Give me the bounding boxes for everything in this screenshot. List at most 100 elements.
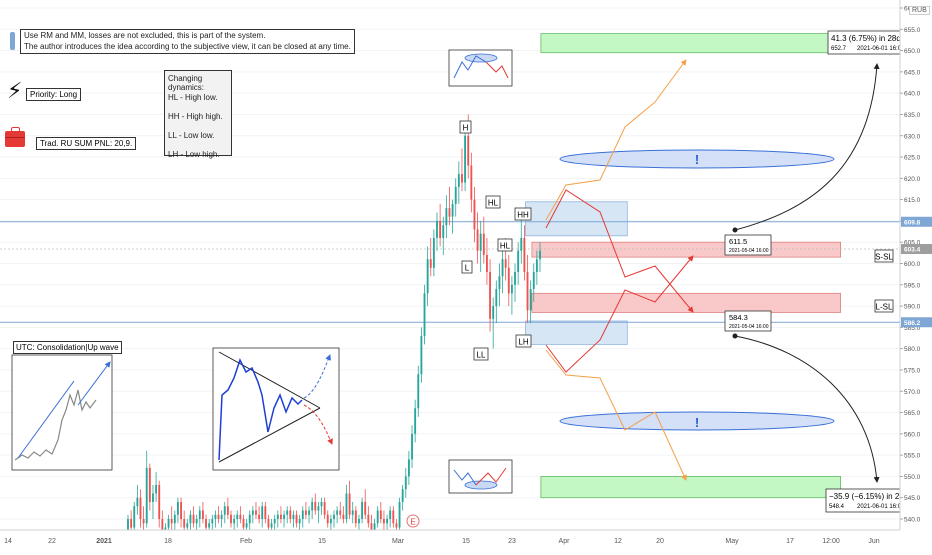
zone-entry [525,320,628,345]
candle [292,510,295,528]
candle [470,152,473,213]
info-bar-icon [10,32,15,50]
candle [426,246,429,307]
candle [311,497,314,519]
dynamics-item-hl: HL - High low. [168,93,218,102]
candle [211,514,214,530]
candle [239,506,242,524]
candle [173,510,176,530]
candle [383,510,385,530]
candle [248,510,251,530]
candle [186,519,189,530]
dynamics-box: Changing dynamics: HL - High low. HH - H… [164,70,232,159]
candle [326,510,329,528]
candle [439,203,442,247]
svg-text:HL: HL [488,199,499,208]
measure-box-down-anchor: 584.3 2021-05-04 16:00 [724,310,772,332]
earnings-marker[interactable]: E [406,514,420,528]
candle [423,284,426,345]
zone-label-s-sl: S-SL [874,249,893,263]
candle [411,425,413,468]
y-tick-label: 570.0 [904,389,921,396]
x-tick-label: 2021 [96,538,112,545]
candle [220,510,223,528]
candle [317,501,320,524]
candle [535,250,538,285]
candle [164,523,167,530]
candle [320,497,323,515]
briefcase-icon [5,127,25,147]
candle [314,493,317,515]
candle [236,510,239,528]
candle [152,484,154,519]
candle [242,514,245,530]
y-tick-label: 615.0 [904,197,921,204]
pnl-label: Trad. RU SUM PNL: 20,9. [36,137,137,150]
candle [170,506,173,530]
zone-target [540,476,842,499]
candle [354,506,357,528]
svg-text:LH: LH [518,338,528,347]
svg-text:HH: HH [517,211,529,220]
candle [258,506,261,524]
candle [183,510,186,530]
currency-label: RUB [909,6,930,15]
candle [517,242,520,285]
measure-anchor-down [732,333,738,339]
y-tick-label: 635.0 [904,112,921,119]
candle [130,510,133,530]
svg-text:−35.9 (−6.15%) in 28d: −35.9 (−6.15%) in 28d [829,492,908,501]
y-tick-label: 640.0 [904,91,921,98]
wave-label-hh: HH [514,207,532,221]
dynamics-item-ll: LL - Low low. [168,131,215,140]
svg-text:41.3 (6.75%) in 28d: 41.3 (6.75%) in 28d [831,34,901,43]
svg-text:2021-05-04 16:00: 2021-05-04 16:00 [729,324,769,330]
candle [345,484,348,524]
candle [167,514,170,530]
svg-text:2021-06-01 16:00: 2021-06-01 16:00 [857,504,905,510]
candle [233,514,236,530]
candle [414,399,417,443]
candle [379,501,382,524]
svg-text:609.8: 609.8 [904,219,921,226]
y-axis-bg [900,0,932,550]
y-tick-label: 545.0 [904,495,921,502]
candle [192,506,195,528]
candle [189,510,192,530]
candle [308,506,310,524]
scenario-orange-up [545,59,687,221]
x-tick-label: 14 [4,538,12,545]
y-tick-label: 575.0 [904,367,921,374]
candle [501,246,504,294]
candle [158,480,161,528]
note-line-2: The author introduces the idea according… [24,41,351,51]
dynamics-item-hh: HH - High high. [168,112,223,121]
candle [267,514,270,530]
candle [489,259,491,332]
candle [404,467,407,498]
wave-label-h: H [459,120,472,134]
candle [457,161,460,204]
zone-entry [525,201,628,237]
candle [298,514,301,530]
y-tick-label: 580.0 [904,346,921,353]
y-tick-label: 585.0 [904,325,921,332]
y-tick-label: 645.0 [904,69,921,76]
zone-ellipse-upper [559,149,835,169]
x-tick-label: Apr [559,538,571,545]
candle [270,519,273,530]
measure-arc-down [734,335,880,483]
candle [161,510,164,530]
measure-box-down-result: −35.9 (−6.15%) in 28d 548.4 2021-06-01 1… [825,488,911,513]
candle [464,122,467,192]
candle [245,519,248,530]
candle [205,514,207,530]
x-tick-label: 12 [614,538,622,545]
lightning-icon: ⚡︎ [7,78,23,103]
candle [523,225,526,281]
utc-label: UTC: Consolidation|Up wave [13,341,122,354]
candle [448,186,451,226]
